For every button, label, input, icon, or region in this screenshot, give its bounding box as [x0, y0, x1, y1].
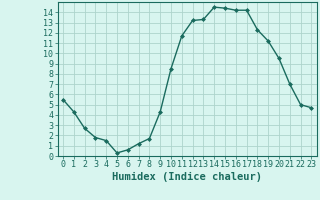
- X-axis label: Humidex (Indice chaleur): Humidex (Indice chaleur): [112, 172, 262, 182]
